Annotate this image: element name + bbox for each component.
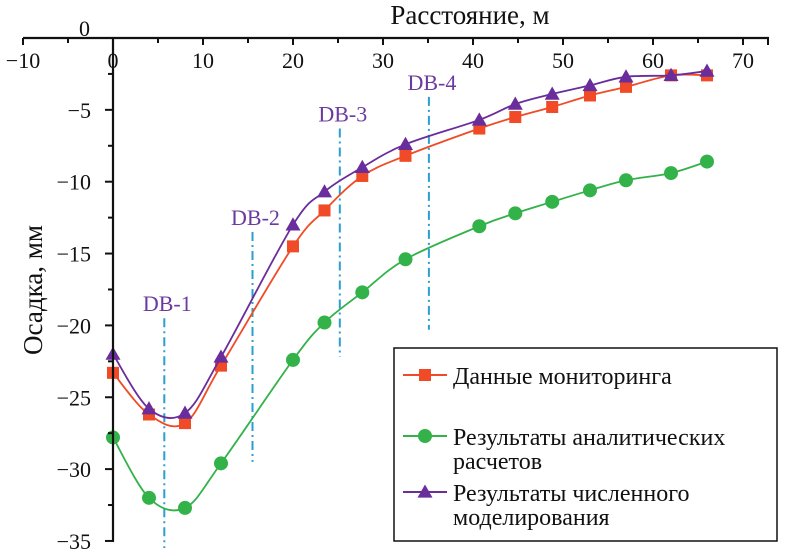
- legend-label: расчетов: [453, 449, 542, 475]
- legend-label: моделирования: [453, 505, 610, 531]
- data-point: [141, 401, 157, 415]
- db-label: DB-1: [143, 291, 192, 316]
- data-point: [584, 89, 596, 102]
- data-point: [179, 417, 191, 430]
- legend-marker: [418, 429, 432, 443]
- legend: Данные мониторинга Результаты аналитическ…: [393, 347, 778, 542]
- data-point: [582, 77, 598, 92]
- data-point: [471, 112, 487, 126]
- y-tick-label: −10: [57, 170, 91, 195]
- x-tick-label: 70: [732, 48, 754, 73]
- legend-marker: [417, 484, 433, 498]
- legend-marker: [419, 369, 431, 381]
- data-point: [398, 252, 413, 267]
- data-point: [354, 159, 370, 173]
- data-point: [399, 149, 412, 162]
- data-point: [620, 80, 632, 93]
- data-point: [544, 86, 560, 100]
- y-tick-label: −15: [57, 242, 91, 267]
- data-point: [178, 500, 192, 515]
- y-tick-label: −30: [57, 457, 91, 482]
- y-axis-title: Осадка, мм: [18, 225, 48, 355]
- data-point: [546, 100, 559, 113]
- data-point: [583, 183, 597, 198]
- series-line: [112, 73, 708, 428]
- data-point: [700, 154, 714, 169]
- legend-label: Результаты численного: [453, 481, 689, 507]
- series-layer: [105, 63, 715, 515]
- x-tick-label: 10: [192, 48, 214, 73]
- series-triangle: [105, 63, 715, 419]
- x-tick-label: 40: [462, 48, 484, 73]
- data-point: [317, 315, 332, 330]
- data-point: [317, 184, 332, 198]
- data-point: [472, 219, 487, 234]
- x-axis-title: Расстояние, м: [390, 0, 549, 30]
- y-tick-label: 0: [79, 16, 90, 41]
- x-tick-label: 30: [372, 48, 394, 73]
- data-point: [214, 456, 228, 471]
- legend-box: [393, 347, 778, 542]
- data-point: [355, 285, 370, 300]
- legend-label: Данные мониторинга: [453, 364, 672, 390]
- x-tick-label: 0: [108, 48, 119, 73]
- x-tick-label: 20: [282, 48, 304, 73]
- data-point: [213, 349, 229, 363]
- data-point: [618, 69, 634, 83]
- y-tick-label: −20: [57, 313, 91, 338]
- x-tick-label: 60: [642, 48, 664, 73]
- data-point: [285, 217, 301, 231]
- series-line: [112, 70, 708, 419]
- data-point: [508, 206, 523, 221]
- data-point: [509, 111, 522, 124]
- data-point: [177, 405, 193, 419]
- data-point: [286, 352, 300, 367]
- y-tick-label: −35: [57, 529, 91, 551]
- series-line: [112, 160, 708, 512]
- data-point: [507, 96, 523, 110]
- data-point: [545, 194, 560, 209]
- data-point: [142, 490, 156, 505]
- data-point: [287, 240, 299, 253]
- data-point: [398, 136, 413, 151]
- legend-label: Результаты аналитических: [453, 425, 725, 451]
- y-tick-label: −5: [68, 98, 91, 123]
- data-point: [663, 67, 679, 82]
- db-label: DB-4: [407, 70, 456, 95]
- db-label: DB-2: [231, 205, 280, 230]
- series-square: [107, 69, 713, 430]
- db-label: DB-3: [318, 102, 367, 127]
- data-point: [699, 63, 715, 77]
- x-tick-label: 50: [552, 48, 574, 73]
- data-point: [619, 173, 633, 188]
- y-tick-label: −25: [57, 385, 91, 410]
- axes: −10 0 10 20 30 40 50 60 70 0 −5 −10 −15 −20 −25 −30 −35: [6, 16, 769, 551]
- x-tick-label: −10: [6, 48, 40, 73]
- data-point: [318, 204, 331, 217]
- data-point: [664, 166, 678, 181]
- annotations: DB-1 DB-2 DB-3 DB-4: [143, 70, 456, 548]
